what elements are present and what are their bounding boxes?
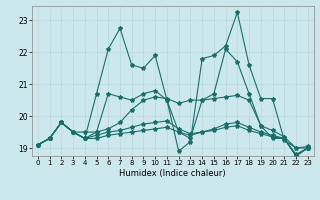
X-axis label: Humidex (Indice chaleur): Humidex (Indice chaleur) xyxy=(119,169,226,178)
